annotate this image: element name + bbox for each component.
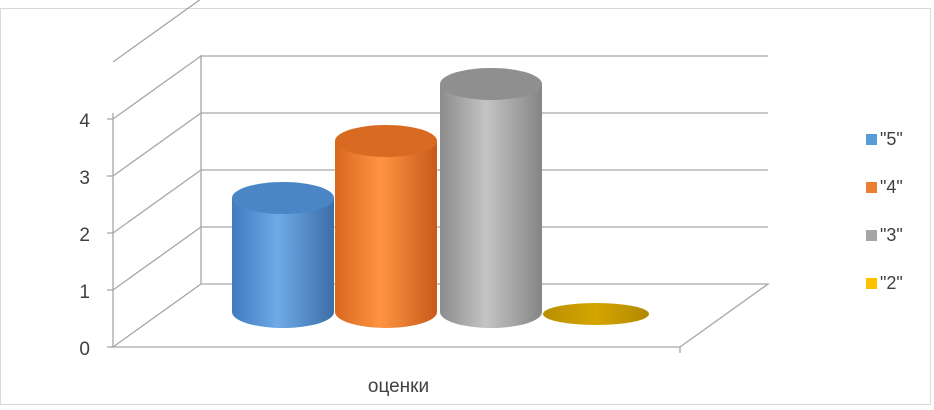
legend-swatch bbox=[866, 182, 877, 193]
y-tick-label: 1 bbox=[79, 282, 90, 303]
legend-label: "2" bbox=[880, 273, 903, 293]
x-category-label: оценки bbox=[368, 376, 429, 397]
cylinder-top bbox=[232, 182, 334, 214]
cylinder-top bbox=[335, 125, 437, 157]
gridline-side bbox=[112, 226, 202, 291]
cylinder-body bbox=[232, 198, 334, 328]
axis-labels: 0 1 2 3 4 оценки bbox=[79, 111, 429, 397]
legend: "5" "4" "3" "2" bbox=[866, 129, 903, 293]
y-tick-label: 3 bbox=[79, 168, 90, 189]
bar-4 bbox=[543, 303, 649, 325]
y-tick-label: 4 bbox=[79, 111, 90, 132]
bar-2 bbox=[335, 125, 437, 328]
y-tick-label: 0 bbox=[79, 339, 90, 360]
bar-3 bbox=[440, 68, 542, 328]
y-tick-label: 2 bbox=[79, 225, 90, 246]
legend-label: "3" bbox=[880, 225, 903, 245]
gridline-side bbox=[112, 169, 202, 234]
axes bbox=[107, 55, 771, 353]
legend-swatch bbox=[866, 230, 877, 241]
legend-label: "4" bbox=[880, 177, 903, 197]
cylinder-body bbox=[440, 84, 542, 328]
gridline-side bbox=[112, 55, 202, 120]
bar-1 bbox=[232, 182, 334, 328]
legend-swatch bbox=[866, 134, 877, 145]
chart-floor bbox=[110, 283, 771, 348]
gridline-side bbox=[112, 0, 201, 63]
cylinder-body bbox=[335, 141, 437, 328]
legend-label: "5" bbox=[880, 129, 903, 149]
legend-swatch bbox=[866, 278, 877, 289]
cylinder-flat bbox=[543, 303, 649, 325]
bars bbox=[232, 68, 649, 328]
cylinder-top bbox=[440, 68, 542, 100]
gridline-side bbox=[112, 112, 202, 177]
